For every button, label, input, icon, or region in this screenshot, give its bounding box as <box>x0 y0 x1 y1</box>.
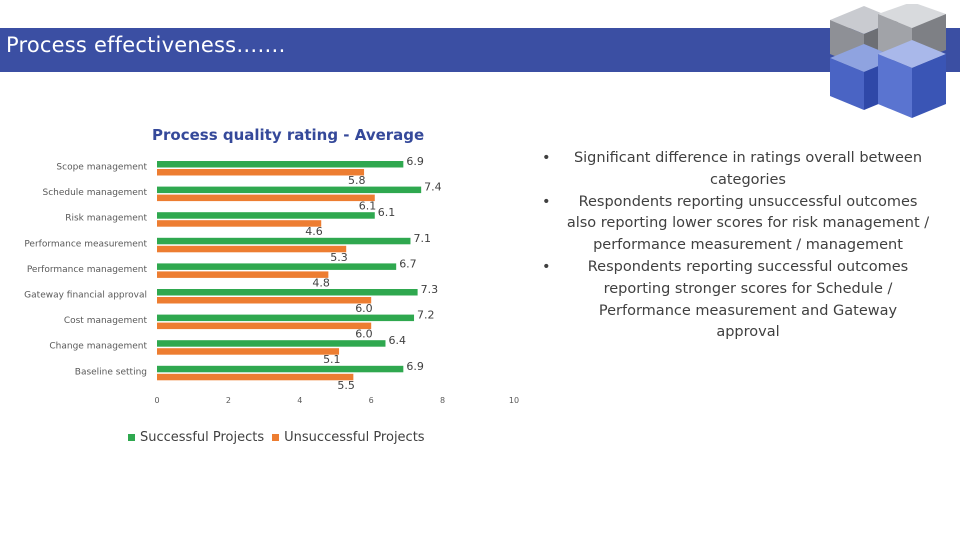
chart-legend: Successful Projects Unsuccessful Project… <box>128 430 433 445</box>
category-label: Risk management <box>65 214 147 224</box>
bar-unsuccessful <box>157 220 322 227</box>
legend-label-successful: Successful Projects <box>140 430 265 445</box>
bullet-item: • Significant difference in ratings overa… <box>540 148 930 192</box>
bar-unsuccessful <box>157 271 329 278</box>
data-label-unsuccessful: 6.0 <box>355 302 373 315</box>
data-label-unsuccessful: 5.1 <box>323 353 341 366</box>
chart-title: Process quality rating - Average <box>152 126 425 144</box>
category-label: Baseline setting <box>75 367 147 377</box>
category-label: Performance management <box>27 265 148 275</box>
category-label: Performance measurement <box>24 239 147 249</box>
legend-label-unsuccessful: Unsuccessful Projects <box>284 430 425 445</box>
legend-item-successful: Successful Projects <box>128 430 264 445</box>
bar-successful <box>157 314 415 322</box>
x-tick-label: 10 <box>509 396 519 405</box>
bar-successful <box>157 161 404 168</box>
legend-item-unsuccessful: Unsuccessful Projects <box>272 430 425 445</box>
bullet-item: • Respondents reporting successful outcom… <box>540 257 930 344</box>
bullet-text: Respondents reporting unsuccessful outco… <box>566 193 930 254</box>
bar-successful <box>157 186 422 194</box>
data-label-unsuccessful: 5.5 <box>337 379 355 392</box>
data-label-unsuccessful: 4.8 <box>312 276 330 289</box>
bar-successful <box>157 365 404 373</box>
x-tick-label: 2 <box>226 396 231 405</box>
bar-unsuccessful <box>157 245 347 253</box>
bullet-marker: • <box>542 258 551 275</box>
bar-chart: Scope management 6.9 5.8 Schedule managemen… <box>24 155 519 405</box>
bar-successful <box>157 289 418 296</box>
bar-unsuccessful <box>157 373 354 381</box>
legend-swatch-unsuccessful <box>272 434 280 441</box>
x-tick-label: 8 <box>440 396 445 405</box>
data-label-successful: 6.1 <box>378 206 396 219</box>
category-label: Gateway financial approval <box>24 291 147 301</box>
data-label-successful: 6.9 <box>406 360 424 373</box>
data-label-unsuccessful: 6.0 <box>355 328 373 341</box>
bullet-marker: • <box>542 193 551 210</box>
bar-successful <box>157 340 386 347</box>
bar-unsuccessful <box>157 169 365 176</box>
data-label-successful: 7.1 <box>413 232 431 245</box>
data-label-successful: 7.4 <box>424 181 442 194</box>
category-label: Scope management <box>56 163 147 173</box>
bar-unsuccessful <box>157 322 372 330</box>
data-label-successful: 7.2 <box>417 309 435 322</box>
slide-title: Process effectiveness……. <box>6 33 286 57</box>
data-label-successful: 6.4 <box>388 334 406 347</box>
x-tick-label: 6 <box>369 396 374 405</box>
data-label-unsuccessful: 5.3 <box>330 251 348 264</box>
bar-unsuccessful <box>157 297 372 304</box>
x-tick-label: 4 <box>297 396 302 405</box>
bar-unsuccessful <box>157 348 340 355</box>
category-label: Cost management <box>64 316 148 326</box>
bar-successful <box>157 237 411 245</box>
x-tick-label: 0 <box>154 396 159 405</box>
bullet-text: Significant difference in ratings overal… <box>573 150 923 188</box>
bar-unsuccessful <box>157 194 375 202</box>
data-label-successful: 7.3 <box>421 283 439 296</box>
category-label: Change management <box>49 342 147 352</box>
data-label-successful: 6.7 <box>399 257 417 270</box>
data-label-unsuccessful: 5.8 <box>348 174 366 187</box>
bar-successful <box>157 263 397 270</box>
bar-successful <box>157 212 375 219</box>
data-label-unsuccessful: 4.6 <box>305 225 323 238</box>
data-label-successful: 6.9 <box>406 155 424 168</box>
bullet-item: • Respondents reporting unsuccessful outc… <box>540 192 930 257</box>
bullet-text: Respondents reporting successful outcome… <box>587 258 909 341</box>
category-label: Schedule management <box>42 188 147 198</box>
cube-logo-icon <box>830 4 946 118</box>
legend-swatch-successful <box>128 434 135 441</box>
bullet-marker: • <box>542 150 551 166</box>
title-bar <box>0 28 960 72</box>
bullet-list: • Significant difference in ratings overa… <box>540 148 930 344</box>
data-label-unsuccessful: 6.1 <box>359 200 377 213</box>
